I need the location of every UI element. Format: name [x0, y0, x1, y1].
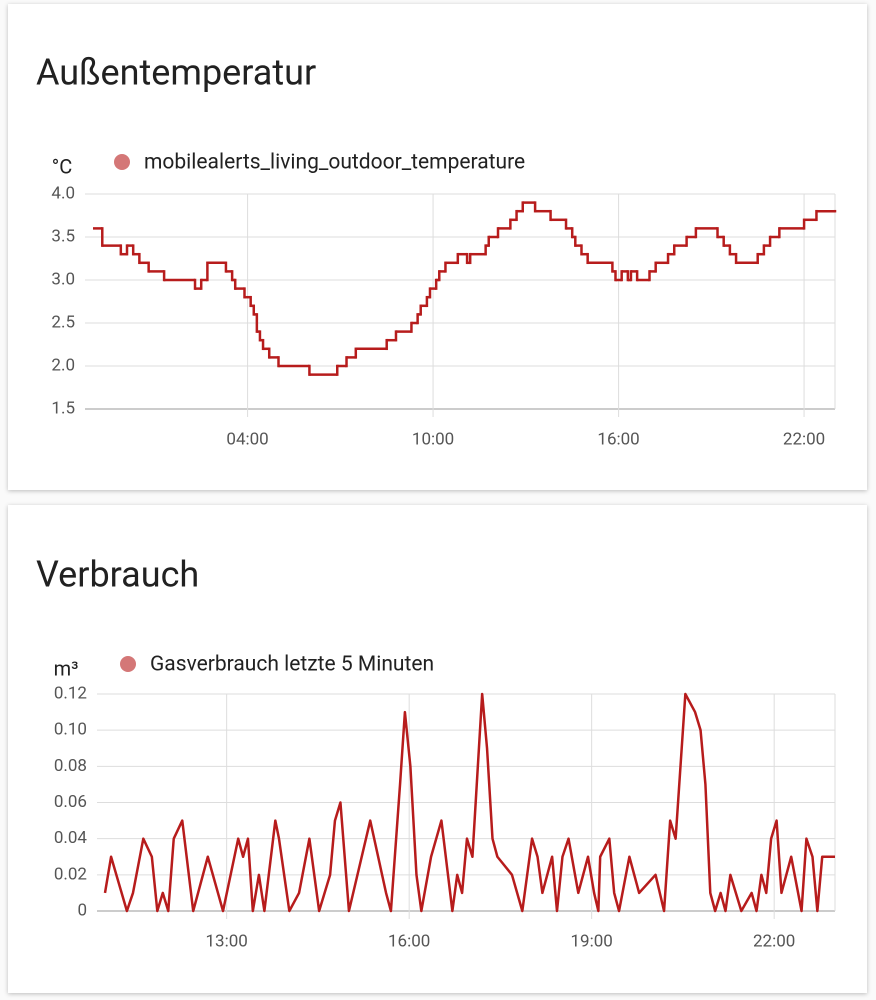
legend-label: Gasverbrauch letzte 5 Minuten — [150, 653, 434, 677]
card-title: Außentemperatur — [36, 52, 316, 94]
y-tick-label: 3.0 — [51, 269, 75, 289]
legend-dot — [114, 154, 130, 170]
y-tick-label: 0.02 — [54, 864, 87, 884]
x-tick-label: 16:00 — [597, 429, 639, 449]
y-tick-label: 2.0 — [51, 355, 75, 375]
y-tick-label: 3.5 — [51, 226, 75, 246]
y-tick-label: 2.5 — [51, 312, 75, 332]
y-tick-label: 0.08 — [54, 756, 87, 776]
y-tick-label: 0 — [77, 900, 87, 920]
y-unit: m³ — [54, 656, 79, 680]
line — [103, 692, 835, 913]
x-tick-label: 19:00 — [570, 931, 612, 951]
x-tick-label: 22:00 — [753, 931, 795, 951]
card-title: Verbrauch — [36, 554, 199, 596]
x-tick-label: 10:00 — [412, 429, 454, 449]
y-tick-label: 0.12 — [54, 683, 87, 703]
y-tick-label: 0.06 — [54, 792, 87, 812]
card — [8, 505, 867, 993]
x-tick-label: 13:00 — [205, 931, 247, 951]
x-tick-label: 16:00 — [388, 931, 430, 951]
x-tick-label: 22:00 — [783, 429, 825, 449]
y-tick-label: 1.5 — [51, 398, 75, 418]
y-unit: °C — [52, 154, 73, 178]
y-tick-label: 0.04 — [54, 828, 88, 848]
y-tick-label: 0.10 — [54, 720, 87, 740]
y-tick-label: 4.0 — [51, 183, 75, 203]
legend-label: mobilealerts_living_outdoor_temperature — [144, 151, 525, 175]
legend-dot — [120, 656, 136, 672]
x-tick-label: 04:00 — [226, 429, 268, 449]
